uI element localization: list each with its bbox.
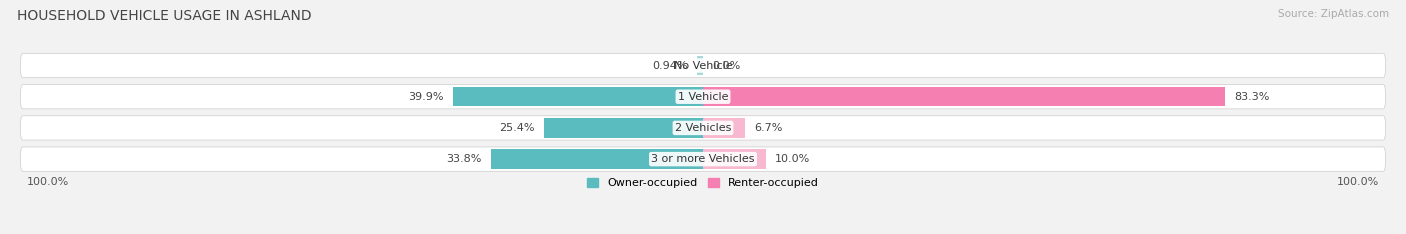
Text: 100.0%: 100.0%	[27, 177, 69, 186]
Text: 1 Vehicle: 1 Vehicle	[678, 92, 728, 102]
Bar	[697, 56, 703, 75]
FancyBboxPatch shape	[20, 84, 1386, 109]
Bar	[544, 118, 703, 138]
Bar	[453, 87, 703, 106]
Text: 33.8%: 33.8%	[447, 154, 482, 164]
Text: 2 Vehicles: 2 Vehicles	[675, 123, 731, 133]
Text: 10.0%: 10.0%	[775, 154, 810, 164]
Legend: Owner-occupied, Renter-occupied: Owner-occupied, Renter-occupied	[586, 178, 820, 188]
FancyBboxPatch shape	[20, 147, 1386, 171]
Bar	[703, 118, 745, 138]
Text: 0.0%: 0.0%	[713, 61, 741, 70]
Text: 0.94%: 0.94%	[652, 61, 688, 70]
Text: Source: ZipAtlas.com: Source: ZipAtlas.com	[1278, 9, 1389, 19]
Text: HOUSEHOLD VEHICLE USAGE IN ASHLAND: HOUSEHOLD VEHICLE USAGE IN ASHLAND	[17, 9, 312, 23]
Text: 6.7%: 6.7%	[755, 123, 783, 133]
FancyBboxPatch shape	[20, 116, 1386, 140]
Text: No Vehicle: No Vehicle	[673, 61, 733, 70]
Text: 3 or more Vehicles: 3 or more Vehicles	[651, 154, 755, 164]
Text: 39.9%: 39.9%	[408, 92, 444, 102]
Bar	[491, 150, 703, 169]
Bar	[703, 150, 766, 169]
Text: 25.4%: 25.4%	[499, 123, 534, 133]
Text: 83.3%: 83.3%	[1234, 92, 1270, 102]
Bar	[703, 87, 1225, 106]
FancyBboxPatch shape	[20, 53, 1386, 78]
Text: 100.0%: 100.0%	[1337, 177, 1379, 186]
